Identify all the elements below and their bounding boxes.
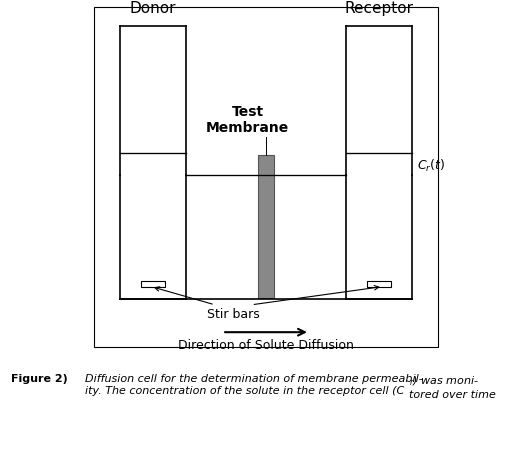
Bar: [141, 281, 165, 286]
Text: Stir bars: Stir bars: [207, 308, 260, 322]
Text: Figure 2): Figure 2): [11, 374, 68, 384]
Bar: [367, 281, 391, 286]
Text: Diffusion cell for the determination of membrane permeabil-
ity. The concentrati: Diffusion cell for the determination of …: [85, 374, 422, 396]
Text: $C_r(t)$: $C_r(t)$: [418, 158, 446, 174]
Text: $_r$) was moni-
tored over time: $_r$) was moni- tored over time: [409, 374, 496, 400]
Text: Test
Membrane: Test Membrane: [206, 105, 289, 135]
Text: Donor: Donor: [130, 1, 176, 16]
Text: Receptor: Receptor: [345, 1, 414, 16]
Bar: [258, 155, 274, 298]
Text: Direction of Solute Diffusion: Direction of Solute Diffusion: [178, 339, 354, 352]
